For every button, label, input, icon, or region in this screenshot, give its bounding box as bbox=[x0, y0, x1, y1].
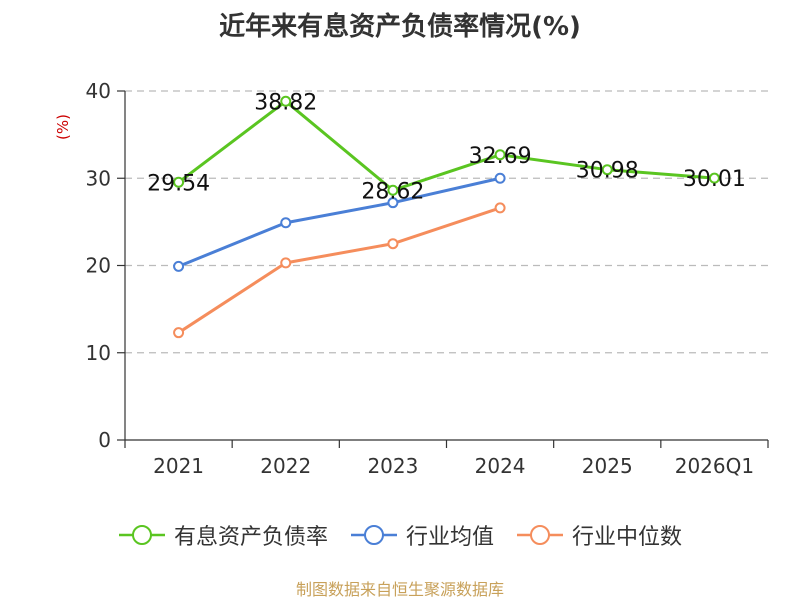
x-tick-label: 2021 bbox=[153, 454, 204, 478]
data-point bbox=[601, 164, 613, 176]
data-point bbox=[173, 260, 185, 272]
data-point bbox=[494, 172, 506, 184]
data-point bbox=[387, 197, 399, 209]
legend-label: 行业均值 bbox=[405, 525, 494, 550]
legend-label: 行业中位数 bbox=[572, 525, 683, 550]
data-point bbox=[280, 95, 292, 107]
data-point bbox=[494, 149, 506, 161]
y-tick-label: 20 bbox=[86, 254, 111, 278]
x-tick-label: 2023 bbox=[367, 454, 418, 478]
x-tick-label: 2022 bbox=[260, 454, 311, 478]
data-point bbox=[280, 257, 292, 269]
data-point bbox=[494, 202, 506, 214]
data-point bbox=[173, 176, 185, 188]
data-label: 38.82 bbox=[254, 90, 317, 115]
legend-item[interactable]: 有息资产负债率 bbox=[118, 519, 328, 551]
data-label: 29.54 bbox=[147, 171, 210, 196]
chart-title: 近年来有息资产负债率情况(%) bbox=[219, 12, 581, 42]
legend-item[interactable]: 行业中位数 bbox=[516, 519, 682, 551]
footer-source: 制图数据来自恒生聚源数据库 bbox=[295, 580, 504, 599]
x-tick-label: 2024 bbox=[475, 454, 526, 478]
data-point bbox=[173, 327, 185, 339]
series-line bbox=[178, 176, 501, 268]
data-label: 30.98 bbox=[576, 159, 639, 184]
data-point bbox=[387, 238, 399, 250]
legend: 有息资产负债率 行业均值 行业中位数 bbox=[0, 519, 800, 551]
x-tick-label: 2026Q1 bbox=[675, 454, 754, 478]
y-tick-label: 40 bbox=[86, 79, 111, 103]
data-point bbox=[387, 184, 399, 196]
data-point bbox=[280, 217, 292, 229]
legend-label: 有息资产负债率 bbox=[173, 525, 328, 550]
y-tick-label: 0 bbox=[98, 428, 111, 452]
data-label: 30.01 bbox=[683, 167, 746, 192]
data-label: 32.69 bbox=[469, 144, 532, 169]
x-tick-label: 2025 bbox=[582, 454, 633, 478]
series-line bbox=[177, 206, 501, 334]
legend-marker-icon bbox=[118, 525, 165, 545]
y-tick-label: 30 bbox=[86, 166, 111, 190]
y-axis-label: (%) bbox=[54, 114, 72, 140]
series-line bbox=[177, 99, 715, 192]
y-tick-label: 10 bbox=[86, 341, 111, 365]
data-point bbox=[708, 172, 720, 184]
legend-item[interactable]: 行业均值 bbox=[350, 519, 494, 551]
legend-marker-icon bbox=[350, 525, 397, 545]
data-label: 28.62 bbox=[361, 179, 424, 204]
legend-marker-icon bbox=[517, 525, 563, 545]
